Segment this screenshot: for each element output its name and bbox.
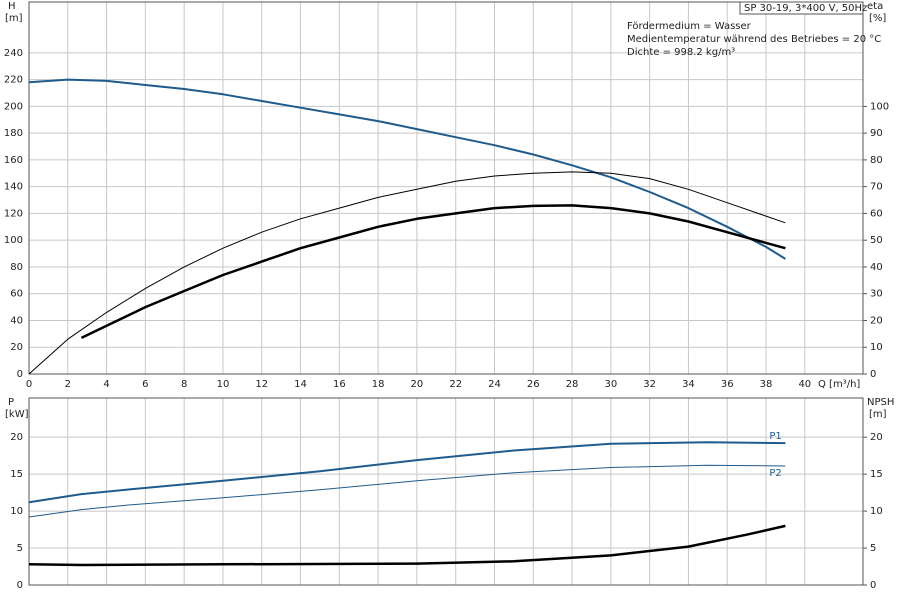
y2-tick-label: 80	[870, 155, 883, 166]
plot-frame	[28, 1, 864, 375]
x-tick-label: 40	[798, 379, 811, 390]
y2-tick-label: 90	[870, 128, 883, 139]
y2-tick-label: 5	[870, 543, 876, 554]
y2-tick-label: 70	[870, 182, 883, 193]
y2-tick-label: 20	[870, 432, 883, 443]
y2-tick-label: 20	[870, 315, 883, 326]
x-tick-label: 8	[181, 379, 187, 390]
annotation: Fördermedium = Wasser	[627, 21, 752, 32]
y-tick-label: 240	[4, 48, 23, 59]
y2-tick-label: 50	[870, 235, 883, 246]
y-tick-label: 40	[10, 315, 23, 326]
x-tick-label: 20	[411, 379, 424, 390]
annotation: Medientemperatur während des Betriebes =…	[627, 34, 881, 45]
y2-tick-label: 100	[870, 101, 889, 112]
y-tick-label: 0	[17, 369, 23, 380]
y2-tick-label: 15	[870, 469, 883, 480]
y-tick-label: 100	[4, 235, 23, 246]
x-tick-label: 12	[255, 379, 268, 390]
y2-axis-label: NPSH	[867, 397, 894, 408]
x-tick-label: 16	[333, 379, 346, 390]
y-tick-label: 20	[10, 342, 23, 353]
y2-tick-label: 10	[870, 506, 883, 517]
y2-tick-label: 10	[870, 342, 883, 353]
plot-frame	[28, 397, 864, 586]
series-label: P1	[769, 431, 781, 442]
y-axis-unit: [kW]	[5, 409, 29, 420]
x-tick-label: 32	[643, 379, 656, 390]
y-tick-label: 60	[10, 289, 23, 300]
y2-axis-unit: [m]	[869, 409, 887, 420]
y-axis-unit: [m]	[5, 13, 23, 24]
x-tick-label: 22	[449, 379, 462, 390]
y-tick-label: 80	[10, 262, 23, 273]
x-tick-label: 10	[217, 379, 230, 390]
curve	[28, 524, 786, 567]
x-tick-label: 24	[488, 379, 501, 390]
x-tick-label: 34	[682, 379, 695, 390]
x-tick-label: 2	[65, 379, 71, 390]
curve	[28, 464, 786, 518]
curve	[28, 78, 786, 260]
y2-axis-label: eta	[867, 1, 883, 12]
x-tick-label: 36	[721, 379, 734, 390]
y2-tick-label: 0	[870, 369, 876, 380]
x-tick-label: 26	[527, 379, 540, 390]
y-tick-label: 5	[17, 543, 23, 554]
y-tick-label: 0	[17, 580, 23, 591]
y2-tick-label: 0	[870, 580, 876, 591]
series-label: P2	[769, 468, 781, 479]
y2-axis-unit: [%]	[869, 13, 886, 24]
y2-tick-label: 30	[870, 289, 883, 300]
x-tick-label: 4	[103, 379, 109, 390]
y-tick-label: 140	[4, 182, 23, 193]
x-tick-label: 38	[760, 379, 773, 390]
y-axis-label: P	[8, 397, 14, 408]
y-tick-label: 20	[10, 432, 23, 443]
annotation: Dichte = 998.2 kg/m³	[627, 47, 735, 58]
y-tick-label: 220	[4, 75, 23, 86]
chart-title: SP 30-19, 3*400 V, 50Hz	[744, 3, 867, 14]
y-tick-label: 160	[4, 155, 23, 166]
y-tick-label: 120	[4, 208, 23, 219]
x-tick-label: 28	[566, 379, 579, 390]
x-tick-label: 0	[26, 379, 32, 390]
curve	[28, 441, 786, 504]
x-tick-label: 14	[294, 379, 307, 390]
y-axis-label: H	[8, 1, 16, 12]
y-tick-label: 200	[4, 101, 23, 112]
y2-tick-label: 40	[870, 262, 883, 273]
title-box	[739, 1, 864, 15]
y-tick-label: 180	[4, 128, 23, 139]
x-tick-label: 18	[372, 379, 385, 390]
y-tick-label: 10	[10, 506, 23, 517]
y2-tick-label: 60	[870, 208, 883, 219]
curve	[80, 204, 786, 340]
x-tick-label: 6	[142, 379, 148, 390]
y-tick-label: 15	[10, 469, 23, 480]
curve	[28, 171, 786, 375]
x-tick-label: 30	[604, 379, 617, 390]
x-axis-label: Q [m³/h]	[818, 379, 860, 390]
